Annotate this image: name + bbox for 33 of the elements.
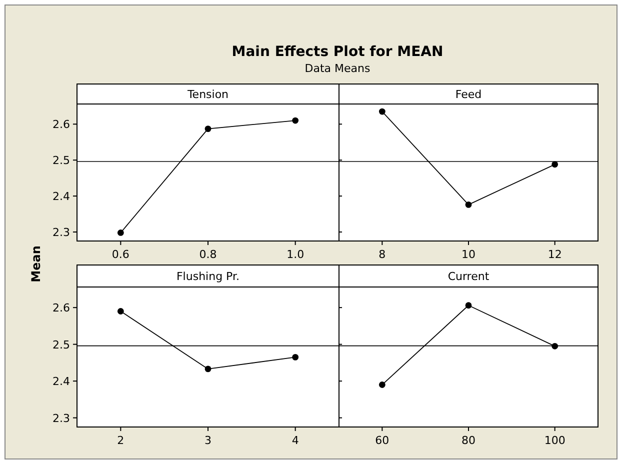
x-tick-label: 0.6 xyxy=(112,248,130,261)
y-tick-label: 2.3 xyxy=(52,226,70,240)
x-axis-title: Feed xyxy=(455,88,482,101)
point xyxy=(292,354,299,360)
x-tick-label: 10 xyxy=(462,248,476,261)
x-axis-title: Tension xyxy=(186,88,229,101)
chart-title: Main Effects Plot for MEAN xyxy=(232,44,444,60)
x-axis-title: Flushing Pr. xyxy=(176,270,240,283)
x-tick-label: 100 xyxy=(544,434,566,447)
x-tick-label: 2 xyxy=(117,434,124,447)
y-tick-label: 2.4 xyxy=(52,375,70,388)
x-tick-label: 0.8 xyxy=(199,248,217,261)
chart-subtitle: Data Means xyxy=(304,62,370,75)
y-tick-label: 2.4 xyxy=(52,190,70,204)
y-axis-title: Mean xyxy=(29,246,43,282)
y-tick-label: 2.5 xyxy=(52,338,70,352)
y-tick-label: 2.6 xyxy=(52,302,70,315)
point xyxy=(117,308,124,314)
x-axis-title: Current xyxy=(448,270,490,283)
x-tick-label: 80 xyxy=(462,434,476,447)
point xyxy=(204,366,212,372)
x-tick-label: 8 xyxy=(378,248,386,261)
x-tick-label: 12 xyxy=(548,248,562,261)
x-tick-label: 1.0 xyxy=(286,248,304,261)
y-tick-label: 2.6 xyxy=(52,118,70,132)
x-tick-label: 60 xyxy=(375,434,390,447)
point xyxy=(292,117,299,124)
y-tick-label: 2.3 xyxy=(52,412,70,425)
x-tick-label: 4 xyxy=(292,434,299,447)
x-tick-label: 3 xyxy=(204,434,212,447)
y-tick-label: 2.5 xyxy=(52,154,70,168)
point xyxy=(204,126,212,132)
point xyxy=(117,230,124,236)
